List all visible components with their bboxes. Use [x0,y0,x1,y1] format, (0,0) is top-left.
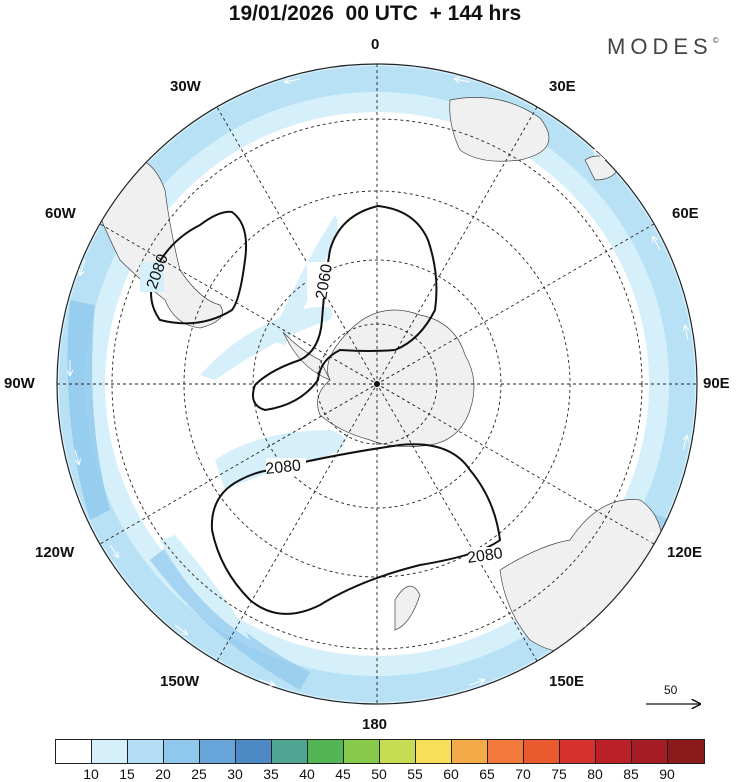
colorbar-cell [416,740,452,763]
contour-label-4: 2080 [466,545,504,567]
chart-title: 19/01/2026 00 UTC + 144 hrs [228,2,522,25]
lon-label-180: 180 [362,716,388,733]
colorbar-tick-label: 25 [191,766,207,782]
south-pole-dot [374,381,380,387]
wind-vector [531,99,546,106]
lon-label-60w: 60W [45,205,76,222]
wind-vector [685,326,688,341]
contour-line-3 [210,443,502,615]
lon-label-60e: 60E [672,205,699,222]
colorbar-cell [92,740,128,763]
contour-line-2 [252,204,438,412]
colorbar-cell [596,740,632,763]
colorbar-tick-label: 70 [515,766,531,782]
reference-vector [646,680,710,716]
colorbar-cell [524,740,560,763]
wind-vector [682,436,687,451]
wind-vector [653,237,661,251]
colorbar-cell [128,740,164,763]
colorbar-tick-label: 40 [299,766,315,782]
lon-label-90e: 90E [703,375,730,392]
wind-vector [594,150,606,161]
wind-vector [188,109,201,118]
colorbar-tick-label: 85 [623,766,639,782]
wind-vectors [70,79,688,685]
colorbar-tick-label: 90 [659,766,675,782]
contour-label-bg [468,547,508,565]
copyright-mark: © [712,35,719,45]
colorbar-tick-label: 50 [371,766,387,782]
wind-vector [285,79,301,82]
contour-line-1 [150,210,248,325]
height-contours [150,204,502,615]
colorbar-tick-label: 30 [227,766,243,782]
brand-logo: MODES© [607,34,719,60]
colorbar-cell [452,740,488,763]
new-zealand [394,585,421,631]
wind-vector [74,449,79,464]
africa [449,97,550,162]
colorbar-tick-label: 80 [587,766,603,782]
colorbar-cell [488,740,524,763]
wind-vector [469,680,484,686]
colorbar [55,739,705,764]
wind-vector [174,624,187,634]
lon-label-120w: 120W [35,544,75,561]
colorbar-tick-label: 55 [407,766,423,782]
colorbar-cell [560,740,596,763]
lon-label-120e: 120E [667,544,703,561]
colorbar-tick-label: 65 [479,766,495,782]
wind-vector [259,679,274,685]
reference-vector-label: 50 [664,683,678,697]
wind-vector [120,169,131,182]
colorbar-tick-label: 45 [335,766,351,782]
colorbar-cell [632,740,668,763]
streak-4 [160,535,250,640]
colorbar-cell [236,740,272,763]
streak-1 [200,306,332,380]
colorbar-tick-label: 10 [83,766,99,782]
colorbar-tick-label: 60 [443,766,459,782]
lon-label-150e: 150E [549,673,585,690]
contour-label-bg [307,262,329,298]
contour-label-2: 2060 [313,263,336,301]
colorbar-cell [56,740,92,763]
brand-text: MODES [607,34,713,59]
contour-labels: 2080 2060 2080 2080 [140,252,508,567]
colorbar-tick-label: 75 [551,766,567,782]
colorbar-cell [164,740,200,763]
colorbar-tick-label: 20 [155,766,171,782]
contour-label-3: 2080 [265,457,302,478]
lon-label-150w: 150W [160,673,200,690]
contour-label-bg [140,262,164,292]
wind-vector [455,79,471,82]
contour-label-bg [266,458,306,476]
colorbar-cell [668,740,704,763]
colorbar-cell [344,740,380,763]
wind-vector [574,622,587,631]
colorbar-tick-label: 35 [263,766,279,782]
lon-label-0: 0 [371,36,380,53]
colorbar-cell [272,740,308,763]
lon-label-30e: 30E [549,78,576,95]
wind-vector [80,259,86,275]
lon-label-30w: 30W [170,78,201,95]
colorbar-cell [200,740,236,763]
colorbar-tick-label: 15 [119,766,135,782]
lon-label-90w: 90W [4,375,35,392]
streak-3 [270,215,338,345]
colorbar-cell [380,740,416,763]
colorbar-cell [308,740,344,763]
wind-vector [109,544,118,557]
wind-vector [644,533,653,546]
